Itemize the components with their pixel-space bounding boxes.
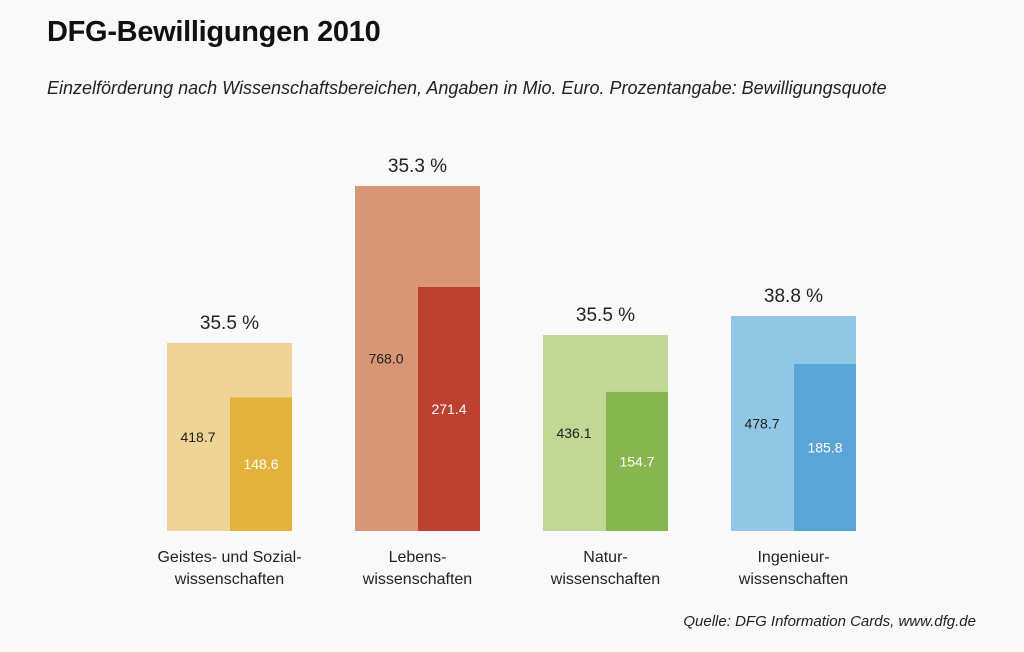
percent-label: 35.5 % — [200, 313, 259, 334]
category-label: wissenschaften — [362, 571, 472, 588]
bar-inner — [794, 363, 856, 531]
chart-subtitle: Einzelförderung nach Wissenschaftsbereic… — [47, 78, 887, 98]
percent-label: 35.5 % — [576, 305, 635, 326]
data-label-outer: 418.7 — [180, 429, 215, 445]
percent-label: 38.8 % — [764, 286, 823, 307]
bar-inner — [418, 287, 480, 531]
data-label-outer: 768.0 — [368, 351, 403, 367]
category-label: wissenschaften — [174, 571, 284, 588]
bar-inner — [230, 397, 292, 531]
data-label-outer: 436.1 — [556, 425, 591, 441]
percent-label: 35.3 % — [388, 156, 447, 177]
data-label-inner: 185.8 — [807, 439, 842, 455]
chart-title: DFG-Bewilligungen 2010 — [47, 16, 381, 48]
category-label: Geistes- und Sozial- — [157, 549, 301, 566]
data-label-outer: 478.7 — [744, 415, 779, 431]
category-label: Lebens- — [389, 549, 447, 566]
source-note: Quelle: DFG Information Cards, www.dfg.d… — [683, 613, 976, 630]
data-label-inner: 271.4 — [431, 401, 466, 417]
category-label: Natur- — [583, 549, 627, 566]
bar-inner — [606, 391, 668, 531]
category-label: wissenschaften — [550, 571, 660, 588]
data-label-inner: 148.6 — [243, 456, 278, 472]
category-label: wissenschaften — [738, 571, 848, 588]
data-label-inner: 154.7 — [619, 453, 654, 469]
category-label: Ingenieur- — [757, 549, 829, 566]
